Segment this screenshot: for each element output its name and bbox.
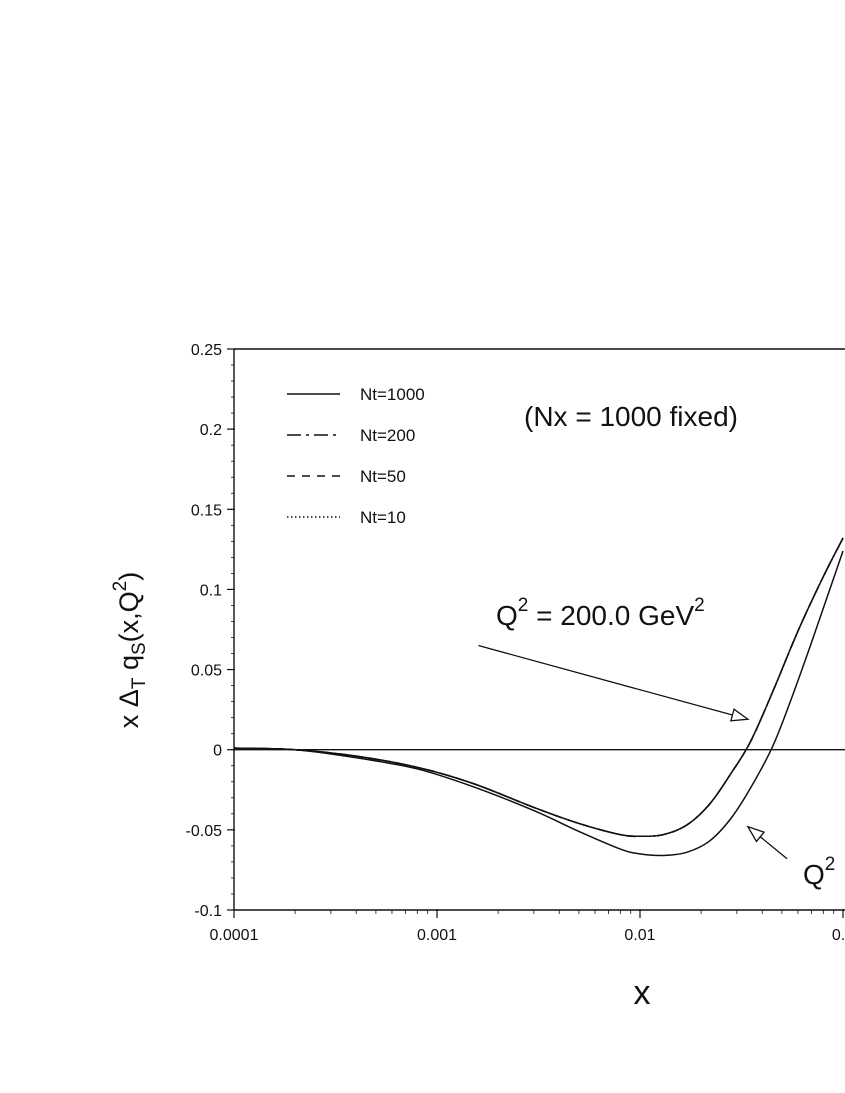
y-tick-label: 0	[213, 743, 222, 760]
series-line-2-solid	[234, 550, 844, 857]
labels: x x ΔT qS(x,Q2) (Nx = 1000 fixed) Q2 = 200.…	[110, 401, 835, 1012]
series-line-1-dashdot	[234, 537, 844, 838]
series-lines	[234, 537, 844, 857]
y-tick-label: 0.15	[191, 502, 222, 519]
y-tick-label: 0.2	[200, 422, 222, 439]
legend: Nt=1000 Nt=200 Nt=50 Nt=10	[287, 385, 425, 527]
y-tick-label: 0.05	[191, 663, 222, 680]
x-tick-label: 0.0001	[210, 927, 259, 944]
x-tick-label: 0.01	[624, 927, 655, 944]
arrow-head	[729, 708, 750, 722]
arrow-head	[746, 825, 766, 843]
y-axis-label: x ΔT qS(x,Q2)	[110, 572, 150, 728]
series-line-1-dashed	[234, 537, 844, 838]
x-tick-label: 0.001	[417, 927, 457, 944]
legend-label: Nt=200	[360, 426, 415, 445]
series-line-1-dotted	[234, 537, 844, 838]
y-tick-label: 0.1	[200, 582, 222, 599]
series-line-1-solid	[234, 537, 844, 838]
annotation-text: (Nx = 1000 fixed)	[524, 401, 738, 432]
y-tick-label: -0.1	[194, 903, 222, 920]
y-tick-label: 0.25	[191, 342, 222, 359]
arrow-line	[759, 836, 788, 860]
y-tick-label: -0.05	[186, 823, 223, 840]
curve-label: Q2	[803, 854, 835, 890]
ticks: 0.25 0.2 0.15 0.1 0.05 0 -0.05 -0.1 0.0001 0.001 0…	[186, 342, 845, 944]
x-tick-label: 0.1	[832, 927, 845, 944]
arrow-line	[478, 644, 733, 716]
x-axis-label: x	[634, 974, 651, 1012]
curve-label: Q2 = 200.0 GeV2	[496, 595, 705, 631]
plot-frame	[233, 348, 845, 911]
legend-label: Nt=10	[360, 508, 406, 527]
legend-label: Nt=1000	[360, 385, 425, 404]
legend-label: Nt=50	[360, 467, 406, 486]
